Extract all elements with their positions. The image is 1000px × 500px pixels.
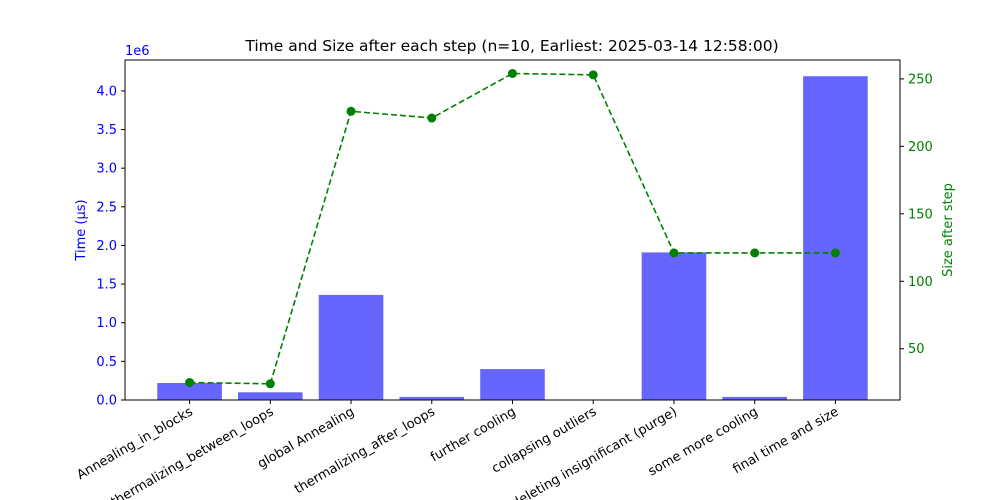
bar-7 (641, 252, 707, 400)
bar-2 (238, 392, 303, 400)
y-offset-label: 1e6 (125, 44, 150, 59)
left-axis: 0.0 0.5 1.0 1.5 2.0 2.5 3.0 3.5 4.0 (96, 84, 125, 409)
y-tick-label-8: 4.0 (96, 84, 117, 99)
y2-tick-label-2: 150 (908, 207, 933, 222)
size-point-7 (669, 248, 679, 258)
size-line (189, 72, 836, 385)
size-point-5 (508, 68, 517, 78)
y2-tick-label-1: 100 (908, 275, 933, 290)
bar-5 (480, 369, 545, 400)
size-point-6 (588, 70, 598, 80)
size-line-group (185, 68, 840, 389)
size-point-8 (750, 248, 760, 258)
size-point-3 (346, 106, 356, 116)
right-axis: 50 100 150 200 250 (900, 72, 933, 357)
bar-4 (399, 396, 465, 400)
y2-tick-label-4: 250 (908, 72, 933, 87)
y-tick-label-7: 3.5 (96, 123, 117, 138)
y2-tick-label-3: 200 (908, 140, 933, 155)
y-tick-label-5: 2.5 (96, 200, 117, 215)
size-point-1 (185, 377, 195, 387)
x-tick-label-3: thermalizing_after_loops (292, 404, 438, 497)
y2-tick-label-0: 50 (908, 342, 925, 357)
size-point-9 (830, 248, 840, 258)
y-tick-label-4: 2.0 (96, 239, 117, 254)
y-tick-label-2: 1.0 (96, 316, 117, 331)
bar-8 (722, 396, 787, 400)
y-tick-label-1: 0.5 (96, 355, 117, 370)
bars-group (157, 76, 868, 401)
y-axis-label: Time (µs) (74, 199, 89, 261)
bar-1 (157, 383, 222, 400)
y-tick-label-0: 0.0 (96, 394, 117, 409)
y2-axis-label: Size after step (941, 183, 956, 277)
plot-frame (124, 59, 901, 401)
x-axis: Annealing_in_blocksthermalizing_between_… (74, 400, 841, 500)
y-tick-label-6: 3.0 (96, 162, 117, 177)
size-point-2 (265, 379, 275, 389)
chart-title: Time and Size after each step (n=10, Ear… (244, 37, 778, 55)
y-tick-label-3: 1.5 (96, 278, 117, 293)
bar-3 (318, 294, 384, 400)
bar-9 (803, 76, 868, 401)
size-point-4 (427, 113, 437, 123)
